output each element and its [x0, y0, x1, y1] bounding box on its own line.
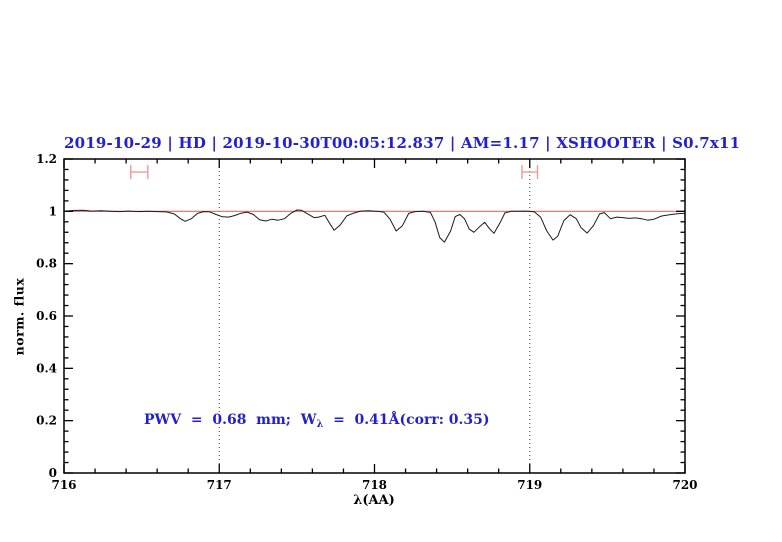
y-tick-label: 0.8	[36, 257, 57, 271]
x-tick-label: 716	[51, 478, 76, 492]
x-tick-label: 718	[362, 478, 387, 492]
x-tick-label: 719	[517, 478, 542, 492]
y-tick-label: 0.2	[36, 414, 57, 428]
y-tick-label: 0	[49, 466, 57, 480]
y-tick-label: 1.2	[36, 152, 57, 166]
pwv-annotation: PWV = 0.68 mm; Wλ = 0.41Å(corr: 0.35)	[144, 412, 490, 430]
x-tick-label: 720	[672, 478, 697, 492]
x-tick-label: 717	[207, 478, 232, 492]
pwv-annotation-subscript: λ	[316, 418, 324, 430]
y-tick-label: 0.4	[36, 361, 57, 375]
y-axis-label: norm. flux	[11, 277, 27, 356]
y-tick-label: 0.6	[36, 309, 57, 323]
x-axis-label: λ(AA)	[353, 493, 395, 508]
pwv-annotation-prefix: PWV = 0.68 mm; W	[144, 412, 317, 428]
spectrum-line	[63, 209, 686, 243]
pwv-annotation-suffix: = 0.41Å(corr: 0.35)	[323, 412, 490, 428]
y-tick-label: 1	[49, 204, 57, 218]
